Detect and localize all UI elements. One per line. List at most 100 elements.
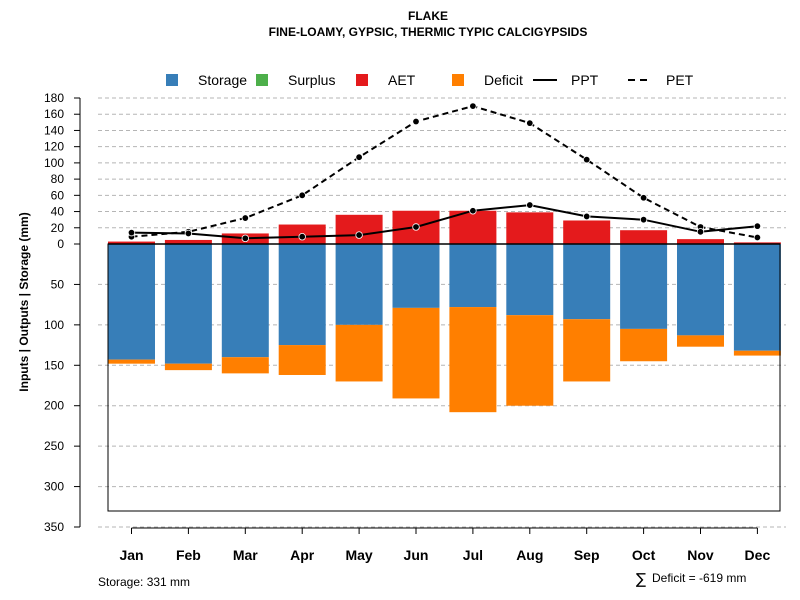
y-tick-label: 120 (44, 140, 64, 154)
storage-bar (677, 244, 724, 336)
aet-bar (164, 239, 212, 244)
x-tick-label: Sep (574, 547, 600, 563)
x-tick-label: May (345, 547, 372, 563)
pet-line (131, 105, 758, 239)
legend-swatch-deficit (452, 74, 464, 86)
storage-bar (563, 244, 611, 320)
gridlines (98, 97, 786, 528)
storage-bar (278, 244, 326, 346)
aet-bar (108, 241, 155, 244)
storage-footnote: Storage: 331 mm (98, 575, 190, 589)
pet-point (469, 102, 477, 110)
ppt-line (131, 204, 758, 240)
deficit-bar (563, 319, 611, 382)
ppt-point (753, 222, 762, 230)
legend-label-deficit: Deficit (484, 72, 523, 88)
deficit-bar (335, 324, 383, 382)
ppt-point (696, 228, 705, 236)
pet-point (355, 153, 363, 161)
deficit-bar (221, 357, 269, 374)
aet-bar (733, 242, 781, 244)
legend-label-storage: Storage (198, 72, 247, 88)
x-tick-label: Jul (463, 547, 483, 563)
x-tick-label: Nov (687, 547, 714, 563)
legend-swatch-surplus (256, 74, 268, 86)
x-tick-label: Jun (404, 547, 429, 563)
y-tick-label: 20 (51, 221, 65, 235)
ppt-point (184, 229, 193, 238)
y-tick-label: 140 (44, 123, 64, 137)
aet-bar (449, 210, 497, 244)
bars (108, 210, 781, 413)
x-tick-label: Oct (632, 547, 656, 563)
pet-point (241, 214, 249, 222)
chart-title: FLAKE (408, 9, 448, 23)
pet-point (412, 117, 420, 126)
storage-bar (335, 244, 383, 325)
legend-swatch-aet (356, 74, 368, 86)
legend-swatch-storage (166, 74, 178, 86)
deficit-bar (506, 315, 554, 406)
aet-bar (506, 212, 554, 244)
y-tick-label: 200 (44, 399, 64, 413)
y-tick-label: 300 (44, 480, 64, 494)
ppt-point (469, 207, 477, 215)
legend-label-surplus: Surplus (288, 72, 335, 88)
ppt-point (412, 223, 420, 231)
lines (127, 102, 762, 243)
y-tick-label: 180 (44, 91, 64, 105)
x-tick-label: Feb (176, 547, 201, 563)
aet-bar (620, 230, 668, 244)
storage-bar (108, 244, 155, 360)
legend: Storage Surplus AET Deficit PPT PET (166, 72, 694, 88)
storage-bar (449, 244, 497, 308)
deficit-bar (392, 307, 440, 399)
storage-bar (506, 244, 554, 316)
sigma-icon: ∑ (636, 570, 646, 588)
deficit-footnote: Deficit = -619 mm (652, 571, 746, 585)
pet-point (583, 155, 591, 164)
chart-subtitle: FINE-LOAMY, GYPSIC, THERMIC TYPIC CALCIG… (269, 25, 588, 39)
deficit-bar (733, 350, 781, 356)
y-tick-label: 160 (44, 107, 64, 121)
ppt-point (127, 228, 136, 237)
y-tick-label: 100 (44, 156, 64, 170)
storage-bar (164, 244, 212, 364)
deficit-bar (449, 307, 497, 413)
pet-point (639, 194, 648, 202)
aet-bar (677, 239, 724, 244)
y-axis-label: Inputs | Outputs | Storage (mm) (17, 212, 31, 391)
deficit-bar (620, 328, 668, 362)
ppt-point (639, 215, 648, 224)
aet-bar (563, 220, 611, 244)
legend-label-aet: AET (388, 72, 416, 88)
ppt-point (526, 201, 534, 209)
deficit-bar (677, 335, 724, 347)
y-tick-label: 60 (51, 188, 65, 202)
pet-point (753, 233, 762, 242)
pet-point (298, 191, 306, 200)
storage-bar (733, 244, 781, 351)
ppt-point (355, 231, 363, 239)
y-axis: 0 20 40 60 80 100 120 140 160 180 50 100 150 200 250 30… (44, 91, 81, 534)
y-tick-label: 0 (57, 237, 64, 251)
storage-bar (620, 244, 668, 329)
legend-label-ppt: PPT (571, 72, 599, 88)
x-axis: Jan Feb Mar Apr May Jun Jul Aug Sep Oct Nov Dec (119, 527, 770, 563)
x-tick-label: Apr (290, 547, 315, 563)
pet-point (526, 119, 534, 127)
deficit-bar (278, 345, 326, 375)
storage-bar (392, 244, 440, 308)
y-tick-label: 100 (44, 318, 64, 332)
y-tick-label: 150 (44, 358, 64, 372)
x-tick-label: Aug (516, 547, 543, 563)
ppt-point (583, 212, 591, 221)
storage-bar (221, 244, 269, 358)
y-tick-label: 350 (44, 520, 64, 534)
ppt-point (241, 234, 249, 243)
aet-bar (335, 214, 383, 244)
x-tick-label: Mar (233, 547, 258, 563)
y-tick-label: 40 (51, 205, 65, 219)
y-tick-label: 250 (44, 439, 64, 453)
